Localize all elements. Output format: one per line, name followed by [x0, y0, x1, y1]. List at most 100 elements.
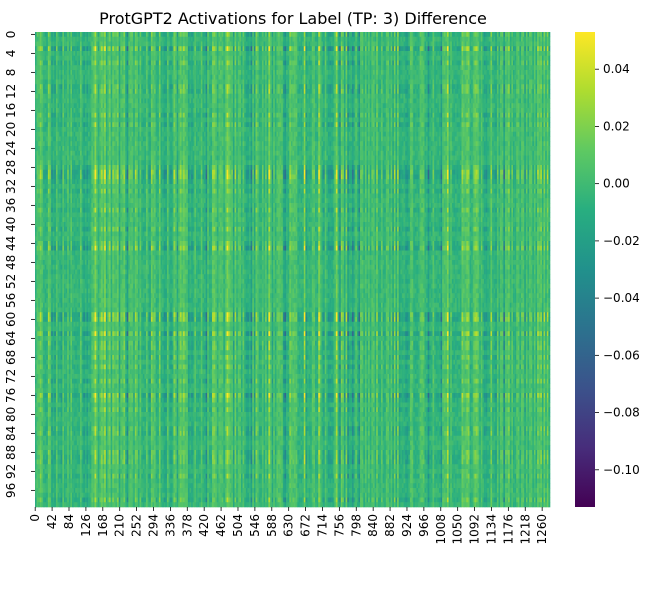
heatmap-cell: [297, 46, 300, 52]
heatmap-cell: [479, 41, 482, 47]
heatmap-cell: [113, 36, 116, 42]
heatmap-cell: [350, 36, 353, 42]
heatmap-cell: [115, 55, 118, 61]
heatmap-cell: [92, 32, 95, 38]
heatmap-cell: [221, 46, 224, 52]
heatmap-cell: [212, 46, 214, 52]
heatmap-cell: [459, 32, 462, 38]
heatmap-cell: [352, 32, 354, 38]
heatmap-cell: [504, 46, 507, 52]
heatmap-cell: [414, 51, 417, 57]
heatmap-cell: [113, 41, 116, 47]
heatmap-cell: [406, 41, 409, 47]
heatmap-cell: [397, 32, 400, 38]
heatmap-cell: [250, 36, 253, 42]
heatmap-cell: [184, 55, 187, 61]
heatmap-cell: [306, 36, 309, 42]
heatmap-cell: [189, 41, 192, 47]
heatmap-cell: [385, 55, 388, 61]
heatmap-cell: [525, 32, 528, 38]
heatmap-cell: [337, 51, 340, 57]
heatmap-cell: [75, 36, 78, 42]
heatmap-cell: [305, 41, 308, 47]
heatmap-cell: [355, 32, 358, 38]
heatmap-cell: [216, 36, 219, 42]
heatmap-cell: [78, 55, 81, 61]
heatmap-cell: [46, 41, 49, 47]
heatmap-cell: [54, 41, 57, 47]
heatmap-cell: [260, 55, 263, 61]
heatmap-cell: [126, 55, 129, 61]
heatmap-cell: [345, 55, 348, 61]
heatmap-cell: [110, 46, 113, 52]
heatmap-cell: [133, 32, 136, 38]
heatmap-cell: [371, 55, 374, 61]
heatmap-cell: [257, 32, 259, 38]
heatmap-cell: [284, 36, 287, 42]
heatmap-cell: [178, 36, 181, 42]
heatmap-cell: [516, 55, 519, 61]
heatmap-cell: [281, 46, 284, 52]
heatmap-cell: [60, 60, 63, 66]
heatmap-cell: [381, 36, 383, 42]
heatmap-cell: [475, 51, 478, 57]
heatmap-cell: [286, 46, 288, 52]
heatmap-cell: [464, 55, 467, 61]
heatmap-cell: [250, 41, 253, 47]
heatmap-cell: [249, 46, 251, 52]
heatmap-cell: [456, 36, 459, 42]
heatmap-cell: [424, 55, 427, 61]
heatmap-cell: [158, 36, 161, 42]
heatmap-cell: [392, 51, 395, 57]
heatmap-cell: [548, 51, 551, 57]
heatmap-cell: [447, 41, 449, 47]
heatmap-cell: [443, 36, 446, 42]
heatmap-cell: [84, 32, 87, 38]
heatmap-cell: [329, 46, 332, 52]
heatmap-cell: [276, 55, 279, 61]
heatmap-cell: [175, 55, 177, 61]
heatmap-cell: [282, 55, 285, 61]
heatmap-cell: [168, 55, 171, 61]
heatmap-cell: [192, 32, 195, 38]
heatmap-cell: [509, 41, 512, 47]
heatmap-cell: [366, 55, 369, 61]
heatmap-cell: [339, 55, 342, 61]
heatmap-cell: [429, 46, 432, 52]
heatmap-cell: [292, 41, 295, 47]
heatmap-cell: [302, 46, 305, 52]
heatmap-cell: [216, 41, 219, 47]
heatmap-cell: [150, 46, 153, 52]
heatmap-cell: [387, 32, 390, 38]
heatmap-cell: [94, 55, 97, 61]
heatmap-cell: [72, 55, 74, 61]
heatmap-cell: [92, 46, 95, 52]
heatmap-cell: [123, 46, 126, 52]
heatmap-cell: [75, 55, 78, 61]
heatmap-cell: [435, 36, 438, 42]
heatmap-cell: [540, 55, 543, 61]
heatmap-cell: [516, 36, 519, 42]
heatmap-cell: [232, 41, 235, 47]
heatmap-cell: [397, 55, 400, 61]
heatmap-cell: [477, 46, 480, 52]
heatmap-cell: [474, 32, 477, 38]
heatmap-cell: [393, 55, 396, 61]
heatmap-cell: [271, 51, 274, 57]
heatmap-cell: [109, 32, 111, 38]
heatmap-cell: [395, 46, 398, 52]
heatmap-cell: [60, 36, 63, 42]
heatmap-cell: [109, 41, 111, 47]
heatmap-cell: [335, 51, 338, 57]
heatmap-cell: [89, 51, 92, 57]
heatmap-cell: [323, 36, 325, 42]
heatmap-cell: [392, 41, 395, 47]
heatmap-cell: [261, 41, 264, 47]
heatmap-cell: [134, 41, 137, 47]
heatmap-cell: [41, 51, 44, 57]
heatmap-cell: [80, 46, 82, 52]
heatmap-cell: [538, 36, 541, 42]
heatmap-cell: [154, 55, 156, 61]
heatmap-cell: [38, 46, 41, 52]
heatmap-cell: [422, 51, 425, 57]
